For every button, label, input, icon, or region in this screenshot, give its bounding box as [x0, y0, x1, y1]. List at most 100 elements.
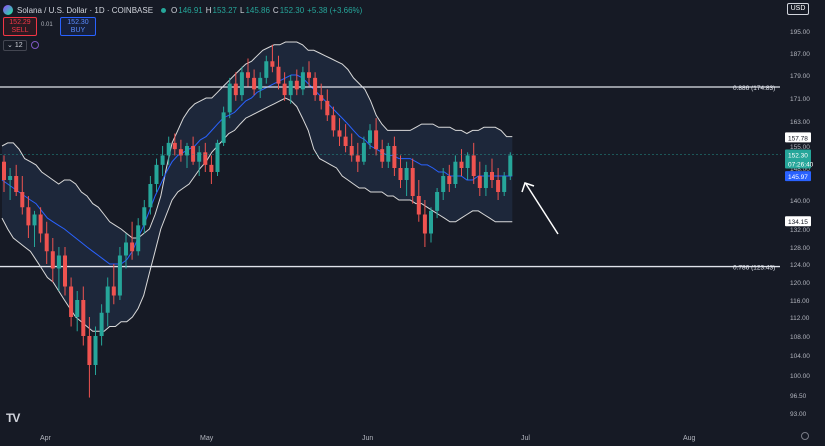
- buy-label: BUY: [70, 27, 86, 34]
- candle-body: [209, 164, 214, 172]
- candle-body: [154, 164, 159, 184]
- indicators-count: 12: [14, 41, 23, 49]
- candle-body: [441, 176, 446, 192]
- candle-body: [2, 161, 6, 180]
- candle-body: [172, 142, 177, 150]
- arrow-shaft: [525, 183, 559, 235]
- bollinger-bands: [1, 41, 513, 332]
- candle-body: [227, 83, 232, 113]
- close-label: C: [272, 5, 279, 15]
- y-tick-label: 128.00: [790, 245, 810, 252]
- candles: [2, 44, 513, 398]
- candle-body: [331, 115, 336, 131]
- candle-body: [361, 142, 366, 162]
- candle-body: [203, 152, 208, 165]
- y-tick-label: 187.00: [790, 51, 810, 58]
- y-tick-label: 100.00: [790, 373, 810, 380]
- x-tick-label: Jun: [362, 435, 373, 442]
- candle-body: [117, 255, 122, 296]
- sell-button[interactable]: 152.29 SELL: [3, 17, 37, 36]
- candle-body: [160, 155, 165, 165]
- candle-body: [191, 146, 196, 162]
- candle-body: [307, 72, 311, 78]
- candle-body: [410, 168, 415, 196]
- y-tick-label: 148.00: [790, 166, 810, 173]
- candle-body: [416, 196, 421, 215]
- candle-body: [465, 155, 470, 168]
- candle-body: [50, 251, 55, 269]
- candle-body: [215, 142, 220, 172]
- candle-body: [429, 210, 433, 234]
- candle-body: [374, 130, 379, 150]
- candle-body: [453, 161, 458, 184]
- candle-body: [32, 214, 37, 226]
- y-tick-label: 179.00: [790, 73, 810, 80]
- y-tick-label: 116.00: [790, 298, 810, 305]
- symbol-header: Solana / U.S. Dollar · 1D · COINBASE O 1…: [3, 3, 365, 17]
- candle-body: [99, 312, 104, 336]
- candle-body: [483, 172, 488, 188]
- candle-body: [44, 233, 49, 252]
- y-tick-label: 155.00: [790, 144, 810, 151]
- candle-body: [325, 100, 330, 116]
- candle-body: [282, 83, 287, 96]
- gear-icon[interactable]: [801, 432, 809, 440]
- arrow-head: [521, 182, 535, 193]
- price-badge-countdown: [785, 158, 811, 169]
- symbol-title[interactable]: Solana / U.S. Dollar · 1D · COINBASE: [17, 5, 154, 15]
- price-badge-text: 134.15: [788, 219, 808, 226]
- price-badge-text: 145.97: [788, 174, 808, 181]
- candle-body: [56, 255, 61, 269]
- candle-body: [368, 130, 372, 143]
- open-label: O: [171, 5, 178, 15]
- solana-logo-icon: [3, 5, 13, 15]
- candle-body: [239, 72, 244, 96]
- fib-label-0: 0.886 (174.83): [733, 85, 775, 92]
- change-value: +5.38 (+3.66%): [307, 5, 363, 15]
- candle-body: [252, 77, 257, 90]
- y-tick-label: 140.00: [790, 198, 810, 205]
- candle-body: [337, 130, 342, 137]
- y-tick-label: 124.00: [790, 262, 810, 269]
- candle-body: [392, 146, 397, 168]
- candle-body: [14, 176, 19, 192]
- y-tick-label: 171.00: [790, 96, 810, 103]
- buy-price: 152.30: [67, 19, 89, 26]
- high-value: 153.27: [212, 5, 237, 15]
- candle-body: [398, 168, 403, 180]
- candle-body: [38, 214, 43, 234]
- candle-body: [294, 80, 299, 90]
- candle-body: [490, 172, 494, 180]
- candle-body: [124, 242, 128, 256]
- candle-body: [380, 149, 385, 162]
- candle-body: [288, 80, 293, 96]
- indicators-toggle[interactable]: ⌄ 12: [3, 39, 27, 51]
- candle-body: [422, 214, 427, 234]
- buy-button[interactable]: 152.30 BUY: [60, 17, 96, 36]
- candle-body: [197, 152, 202, 162]
- indicator-settings-icon[interactable]: [30, 41, 39, 49]
- price-badge-lower-band: [785, 216, 811, 227]
- candle-body: [87, 336, 92, 365]
- candle-body: [111, 286, 116, 296]
- currency-selector[interactable]: USD: [787, 3, 809, 15]
- sell-price: 152.29: [9, 19, 31, 26]
- tradingview-logo: TV: [6, 411, 20, 425]
- band-fill: [2, 42, 513, 332]
- candle-body: [142, 207, 147, 226]
- y-tick-label: 132.00: [790, 227, 810, 234]
- price-badge-basis: [785, 171, 811, 182]
- close-value: 152.30: [279, 5, 305, 15]
- open-value: 146.91: [178, 5, 203, 15]
- price-badge-text: 157.78: [788, 135, 808, 142]
- y-tick-label: 163.00: [790, 119, 810, 126]
- candle-body: [105, 286, 110, 313]
- candle-body: [276, 66, 281, 84]
- candle-body: [258, 77, 263, 90]
- candle-body: [496, 180, 501, 192]
- candle-body: [148, 184, 153, 208]
- candle-body: [185, 146, 189, 156]
- spread-value: 0.01: [41, 22, 53, 28]
- price-axis-bg: [781, 18, 825, 446]
